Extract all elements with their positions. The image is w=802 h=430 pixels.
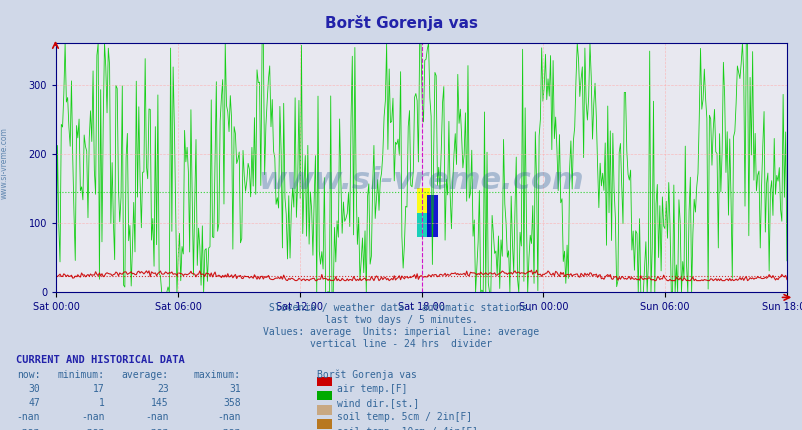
Text: -nan: -nan: [17, 427, 40, 430]
Text: 358: 358: [223, 398, 241, 408]
Text: 47: 47: [28, 398, 40, 408]
Text: air temp.[F]: air temp.[F]: [337, 384, 407, 394]
Text: soil temp. 5cm / 2in[F]: soil temp. 5cm / 2in[F]: [337, 412, 472, 422]
Text: last two days / 5 minutes.: last two days / 5 minutes.: [325, 315, 477, 325]
Text: -nan: -nan: [145, 412, 168, 422]
Text: 17: 17: [92, 384, 104, 394]
Bar: [417, 213, 430, 237]
Text: -nan: -nan: [217, 427, 241, 430]
Bar: [417, 188, 430, 237]
Text: wind dir.[st.]: wind dir.[st.]: [337, 398, 419, 408]
Bar: [426, 195, 437, 237]
Text: average:: average:: [121, 370, 168, 380]
Text: 31: 31: [229, 384, 241, 394]
Text: 23: 23: [156, 384, 168, 394]
Text: 145: 145: [151, 398, 168, 408]
Text: -nan: -nan: [81, 427, 104, 430]
Text: maximum:: maximum:: [193, 370, 241, 380]
Text: Slovenia / weather data - automatic stations.: Slovenia / weather data - automatic stat…: [269, 303, 533, 313]
Text: www.si-vreme.com: www.si-vreme.com: [258, 166, 584, 195]
Text: Boršt Gorenja vas: Boršt Gorenja vas: [317, 370, 416, 380]
Text: soil temp. 10cm / 4in[F]: soil temp. 10cm / 4in[F]: [337, 427, 478, 430]
Text: -nan: -nan: [217, 412, 241, 422]
Text: -nan: -nan: [81, 412, 104, 422]
Text: CURRENT AND HISTORICAL DATA: CURRENT AND HISTORICAL DATA: [16, 355, 184, 365]
Text: -nan: -nan: [17, 412, 40, 422]
Text: www.si-vreme.com: www.si-vreme.com: [0, 127, 9, 200]
Text: -nan: -nan: [145, 427, 168, 430]
Text: 1: 1: [99, 398, 104, 408]
Text: vertical line - 24 hrs  divider: vertical line - 24 hrs divider: [310, 339, 492, 349]
Text: 30: 30: [28, 384, 40, 394]
Text: Values: average  Units: imperial  Line: average: Values: average Units: imperial Line: av…: [263, 327, 539, 337]
Text: now:: now:: [17, 370, 40, 380]
Text: minimum:: minimum:: [57, 370, 104, 380]
Text: Boršt Gorenja vas: Boršt Gorenja vas: [325, 15, 477, 31]
